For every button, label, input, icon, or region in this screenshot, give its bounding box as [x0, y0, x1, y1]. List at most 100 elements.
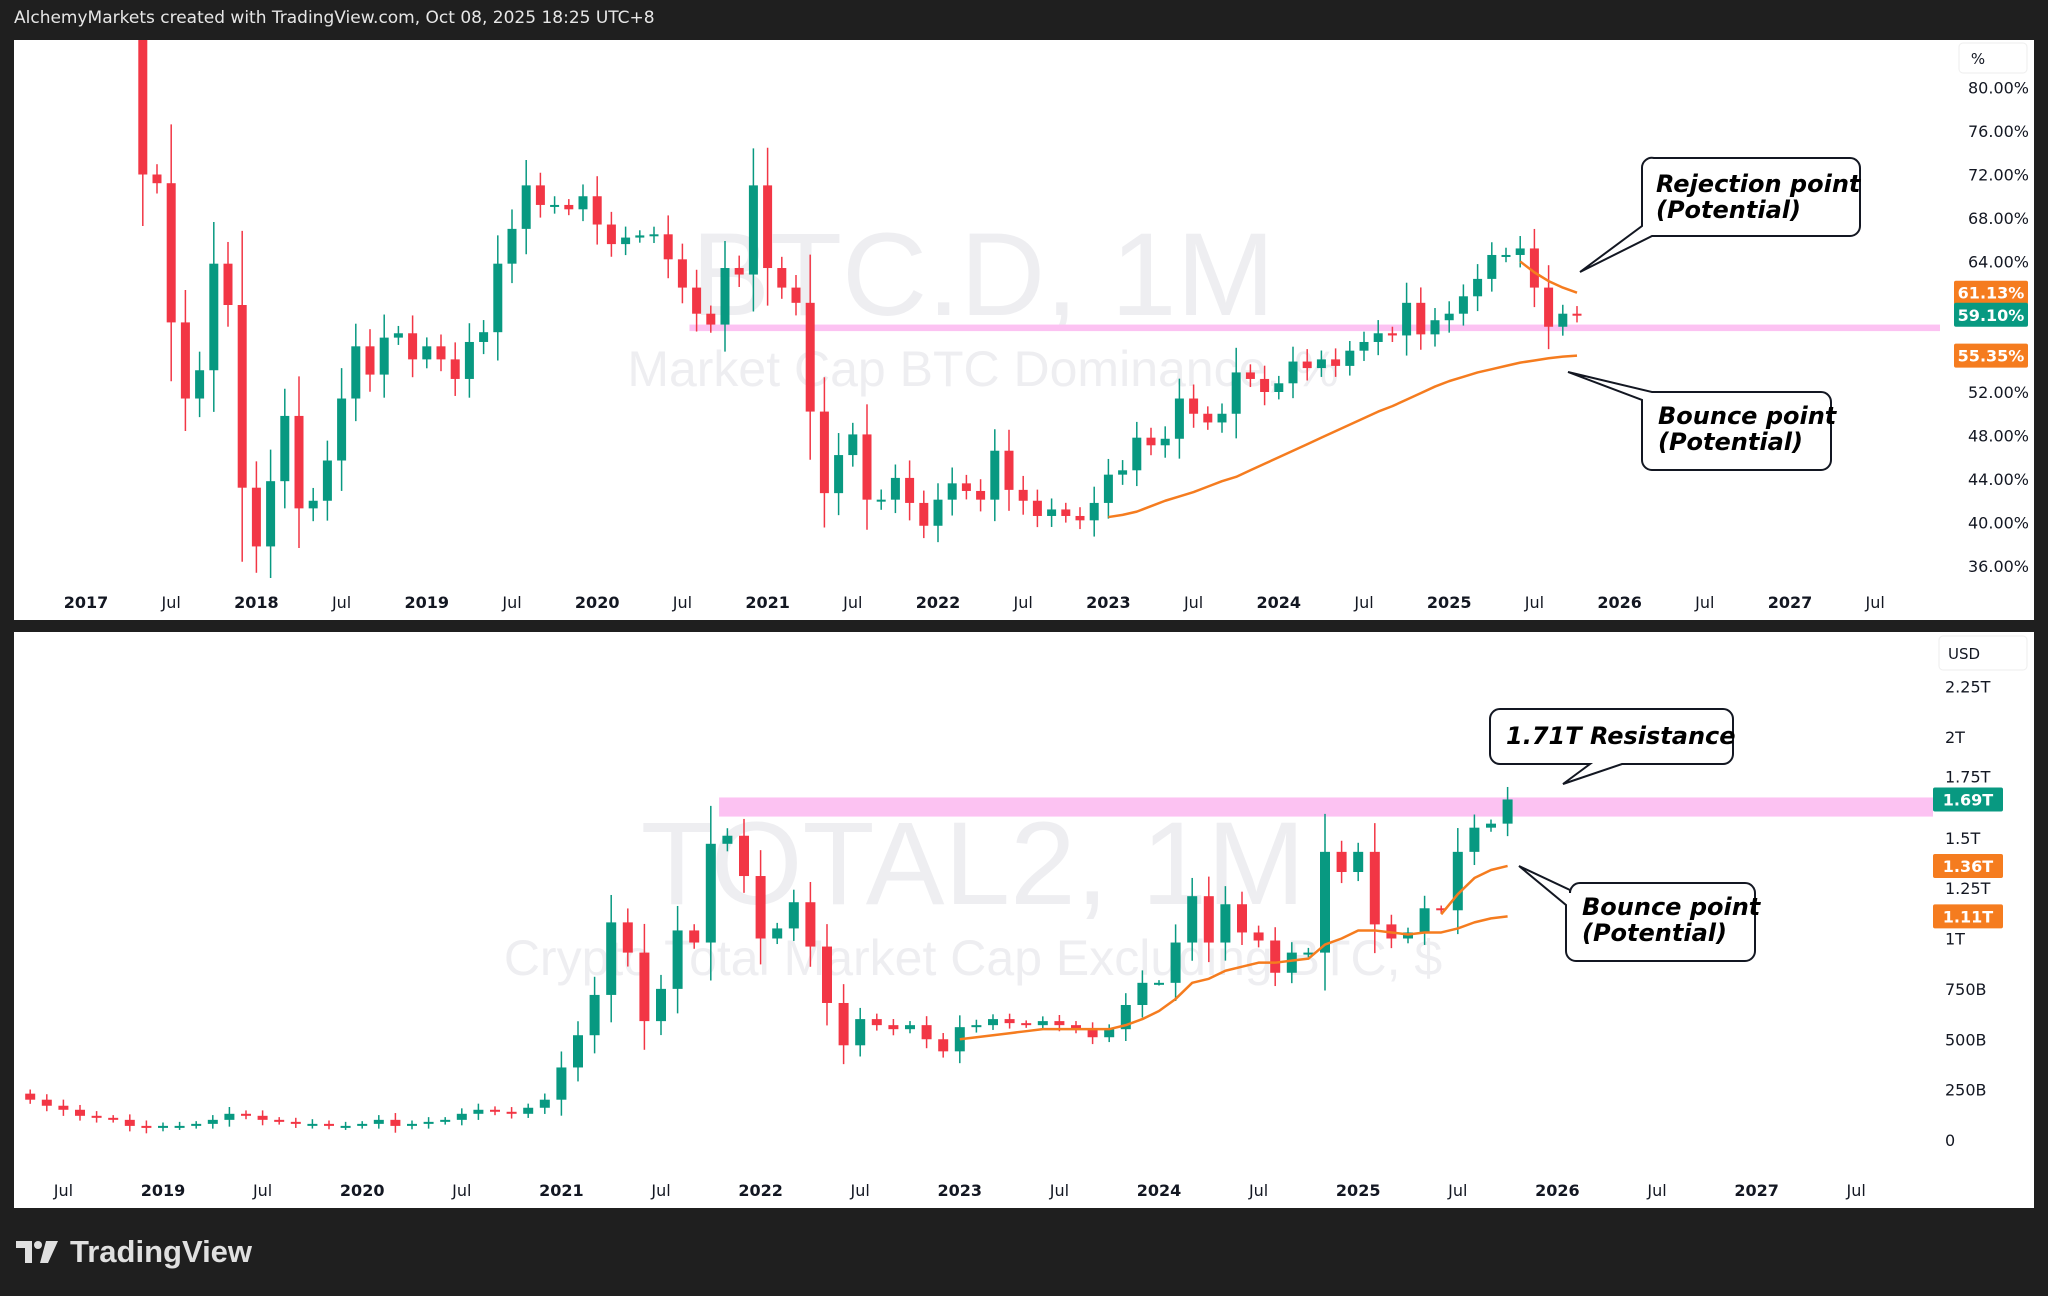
tradingview-logo[interactable]: TradingView: [16, 1234, 252, 1270]
candle: [739, 818, 749, 893]
candle: [777, 256, 787, 299]
candle: [905, 1021, 915, 1034]
candle-body: [379, 337, 389, 375]
candle: [357, 1121, 368, 1129]
candle: [1170, 924, 1181, 1001]
candle-body: [838, 1002, 849, 1046]
y-axis-tick-label: 64.00%: [1968, 253, 2029, 272]
candle-body: [573, 1035, 583, 1068]
candle: [1104, 1024, 1115, 1043]
percent-scale-button[interactable]: [1958, 42, 2028, 74]
horizontal-zone: [689, 324, 1940, 332]
x-axis-tick-label: Jul: [1248, 1181, 1268, 1200]
candle: [506, 1107, 517, 1119]
candle: [152, 164, 162, 194]
candle-body: [75, 1109, 85, 1116]
callout-bounce-point-bottom[interactable]: Bounce point (Potential): [1518, 865, 1762, 962]
callout-resistance[interactable]: 1.71T Resistance: [1489, 708, 1736, 785]
candle-body: [1316, 359, 1326, 369]
candle-body: [1353, 851, 1364, 873]
total2-chart: 2.25T 2T 1.75T 1.5T 1.25T 1T 750B 500B 250B 0 Jul 2…: [25, 678, 2003, 1200]
candle: [490, 1106, 500, 1116]
candle-body: [1458, 296, 1468, 314]
candle-body: [1501, 254, 1511, 257]
y-axis-tick-label: 1T: [1945, 930, 1965, 949]
x-axis-tick-label: Jul: [161, 593, 181, 612]
candle-body: [1502, 799, 1513, 824]
candle: [988, 1014, 998, 1030]
candle-body: [91, 1115, 102, 1118]
candle-body: [535, 185, 545, 205]
candle-body: [1004, 450, 1014, 490]
candle-body: [933, 499, 943, 526]
candle-body: [152, 174, 162, 184]
candle-body: [888, 1025, 899, 1030]
candle: [592, 176, 602, 245]
candle: [464, 323, 474, 398]
candle-body: [1146, 437, 1156, 446]
candle: [722, 828, 733, 852]
candle-body: [578, 196, 588, 210]
candle: [324, 1120, 334, 1130]
chart-header: AlchemyMarkets created with TradingView.…: [14, 8, 655, 28]
candle: [672, 905, 683, 1014]
callout-bounce-point-top[interactable]: Bounce point (Potential): [1567, 371, 1838, 471]
candle: [763, 147, 773, 306]
x-axis-tick-label: 2027: [1734, 1181, 1779, 1200]
candle-body: [141, 1125, 152, 1128]
candle: [734, 255, 744, 287]
candle-body: [174, 1125, 185, 1128]
currency-scale-label: USD: [1948, 645, 1980, 663]
candle: [158, 1122, 168, 1132]
candle-body: [788, 902, 799, 929]
candle: [373, 1115, 384, 1129]
candle-body: [1544, 287, 1554, 327]
x-axis-tick-label: 2017: [64, 593, 109, 612]
candle: [266, 449, 276, 578]
candle-body: [1245, 372, 1255, 379]
plot-area: [25, 786, 1933, 1134]
candle: [408, 315, 418, 378]
candle-body: [1572, 313, 1582, 316]
candle-body: [1170, 942, 1181, 983]
candle-body: [290, 1121, 301, 1124]
candle: [207, 1115, 218, 1129]
candle: [805, 254, 815, 460]
candle: [1217, 403, 1227, 433]
candle-body: [308, 500, 318, 509]
candle-body: [621, 237, 631, 245]
candle-body: [1071, 1025, 1081, 1030]
candle-body: [805, 902, 816, 947]
candle: [1419, 895, 1430, 945]
candle: [1436, 905, 1447, 914]
candle: [195, 351, 205, 418]
candle-body: [1132, 437, 1142, 471]
candle: [692, 269, 702, 332]
currency-scale-button[interactable]: [1938, 635, 2028, 671]
candle-body: [1274, 383, 1284, 392]
callout-rejection-point[interactable]: Rejection point (Potential): [1579, 156, 1862, 273]
candle: [124, 1114, 135, 1132]
candle: [755, 850, 766, 965]
candle-body: [1486, 823, 1496, 828]
y-axis-tick-label: 36.00%: [1968, 557, 2029, 576]
x-axis-tick-label: 2022: [738, 1181, 783, 1200]
candle: [971, 1019, 982, 1033]
candle-body: [1331, 359, 1341, 366]
candle: [822, 924, 832, 1026]
candle: [1203, 406, 1213, 430]
candle: [365, 329, 375, 392]
candle-body: [1469, 827, 1480, 852]
y-axis-tick-label: 44.00%: [1968, 470, 2029, 489]
x-axis-tick-label: 2024: [1137, 1181, 1182, 1200]
candle: [635, 230, 645, 243]
candle-body: [1089, 502, 1099, 521]
candle-body: [523, 1107, 534, 1114]
candle-body: [408, 333, 418, 360]
candle-body: [1203, 896, 1214, 943]
candle: [1336, 840, 1347, 884]
candle-body: [1004, 1019, 1015, 1024]
candle: [1486, 819, 1496, 832]
candle-body: [274, 1119, 285, 1122]
